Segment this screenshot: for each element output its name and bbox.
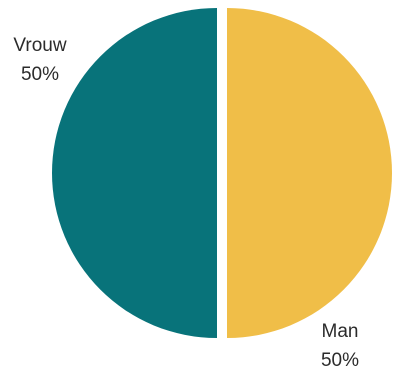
pie-slices bbox=[52, 8, 392, 338]
slice-label-vrouw-name: Vrouw bbox=[13, 35, 66, 56]
slice-label-vrouw-percent: 50% bbox=[21, 64, 59, 85]
slice-label-vrouw: Vrouw 50% bbox=[13, 35, 66, 85]
pie-slice-vrouw bbox=[52, 8, 217, 338]
pie-slice-man bbox=[227, 8, 392, 338]
slice-label-man-percent: 50% bbox=[321, 350, 359, 371]
slice-label-man: Man 50% bbox=[321, 321, 359, 371]
slice-label-man-name: Man bbox=[322, 321, 359, 342]
